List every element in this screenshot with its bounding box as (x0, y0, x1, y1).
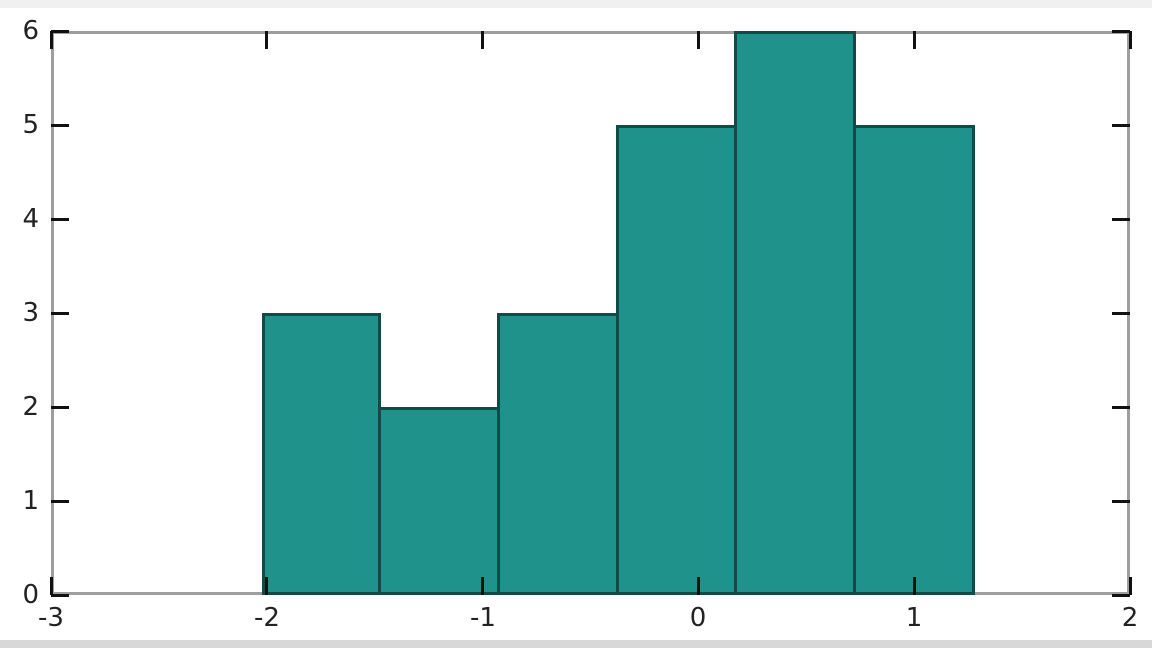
x-tick-label: -1 (470, 603, 496, 633)
y-tick-label: 1 (22, 486, 39, 516)
histogram-bar (497, 313, 619, 595)
y-tick-right (1112, 406, 1130, 409)
y-tick-label: 3 (22, 298, 39, 328)
histogram-bar (262, 313, 381, 595)
x-tick-label: 2 (1121, 603, 1139, 633)
y-tick-right (1112, 218, 1130, 221)
x-tick-bottom (1129, 577, 1132, 595)
x-tick-label: 1 (905, 603, 923, 633)
y-tick-right (1112, 124, 1130, 127)
x-tick-bottom (481, 577, 484, 595)
window-chrome-bottom-strip (0, 640, 1152, 648)
histogram-bar (853, 125, 975, 595)
x-tick-top (697, 31, 700, 49)
x-tick-label: -2 (254, 603, 280, 633)
y-tick-label: 2 (22, 392, 39, 422)
x-tick-label: 0 (689, 603, 707, 633)
y-tick-right (1112, 594, 1130, 597)
x-tick-bottom (913, 577, 916, 595)
x-tick-top (265, 31, 268, 49)
y-tick-right (1112, 30, 1130, 33)
y-tick-left (51, 312, 69, 315)
y-tick-left (51, 124, 69, 127)
x-tick-top (481, 31, 484, 49)
y-tick-label: 4 (22, 204, 39, 234)
histogram-bar (734, 31, 856, 595)
y-tick-left (51, 594, 69, 597)
histogram-bar (616, 125, 737, 595)
y-tick-label: 0 (22, 580, 39, 610)
y-tick-left (51, 500, 69, 503)
y-tick-label: 6 (22, 16, 39, 46)
x-tick-bottom (697, 577, 700, 595)
y-tick-left (51, 30, 69, 33)
histogram-bar (378, 407, 500, 595)
window-chrome-top-strip (0, 0, 1152, 8)
x-tick-top (1129, 31, 1132, 49)
y-tick-right (1112, 312, 1130, 315)
y-tick-left (51, 218, 69, 221)
y-tick-label: 5 (22, 110, 39, 140)
x-tick-top (913, 31, 916, 49)
x-tick-top (50, 31, 53, 49)
y-tick-right (1112, 500, 1130, 503)
y-tick-left (51, 406, 69, 409)
x-tick-label: -3 (38, 603, 64, 633)
x-tick-bottom (265, 577, 268, 595)
x-tick-bottom (50, 577, 53, 595)
